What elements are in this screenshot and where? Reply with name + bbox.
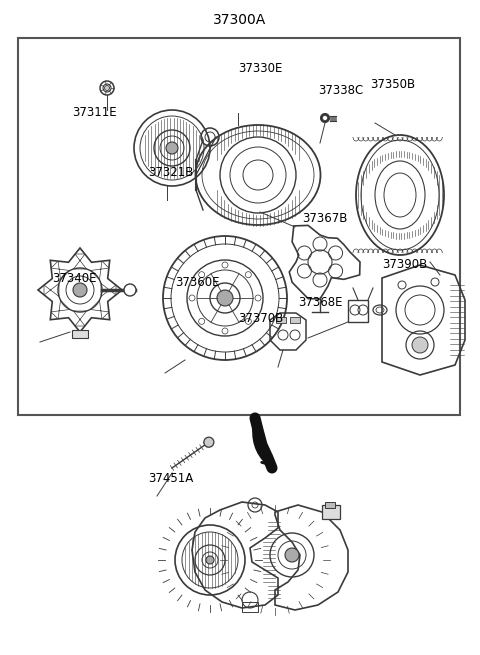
Bar xyxy=(322,505,340,519)
Text: 37321B: 37321B xyxy=(148,166,193,179)
Bar xyxy=(276,317,286,323)
Circle shape xyxy=(124,284,136,296)
Text: 37451A: 37451A xyxy=(148,472,193,485)
Circle shape xyxy=(323,115,327,121)
Text: 37311E: 37311E xyxy=(72,105,117,119)
Text: 37340E: 37340E xyxy=(52,272,96,284)
Circle shape xyxy=(204,437,214,447)
Bar xyxy=(242,602,258,612)
Text: 37390B: 37390B xyxy=(382,259,427,272)
Bar xyxy=(325,502,335,508)
Circle shape xyxy=(412,337,428,353)
Text: 37368E: 37368E xyxy=(298,295,343,309)
Text: 37338C: 37338C xyxy=(318,83,363,96)
Circle shape xyxy=(321,113,329,122)
Text: 37367B: 37367B xyxy=(302,212,348,225)
Circle shape xyxy=(166,142,178,154)
Circle shape xyxy=(217,290,233,306)
Bar xyxy=(348,300,368,322)
Text: 37360E: 37360E xyxy=(175,276,219,290)
Text: 37330E: 37330E xyxy=(238,62,282,75)
Bar xyxy=(72,330,88,338)
Circle shape xyxy=(73,283,87,297)
Bar xyxy=(18,38,460,415)
Text: 37370B: 37370B xyxy=(238,312,283,324)
Text: 37350B: 37350B xyxy=(370,77,415,90)
Text: 37300A: 37300A xyxy=(214,13,266,27)
Circle shape xyxy=(206,556,214,564)
Circle shape xyxy=(285,548,299,562)
Bar xyxy=(290,317,300,323)
Circle shape xyxy=(105,86,109,90)
